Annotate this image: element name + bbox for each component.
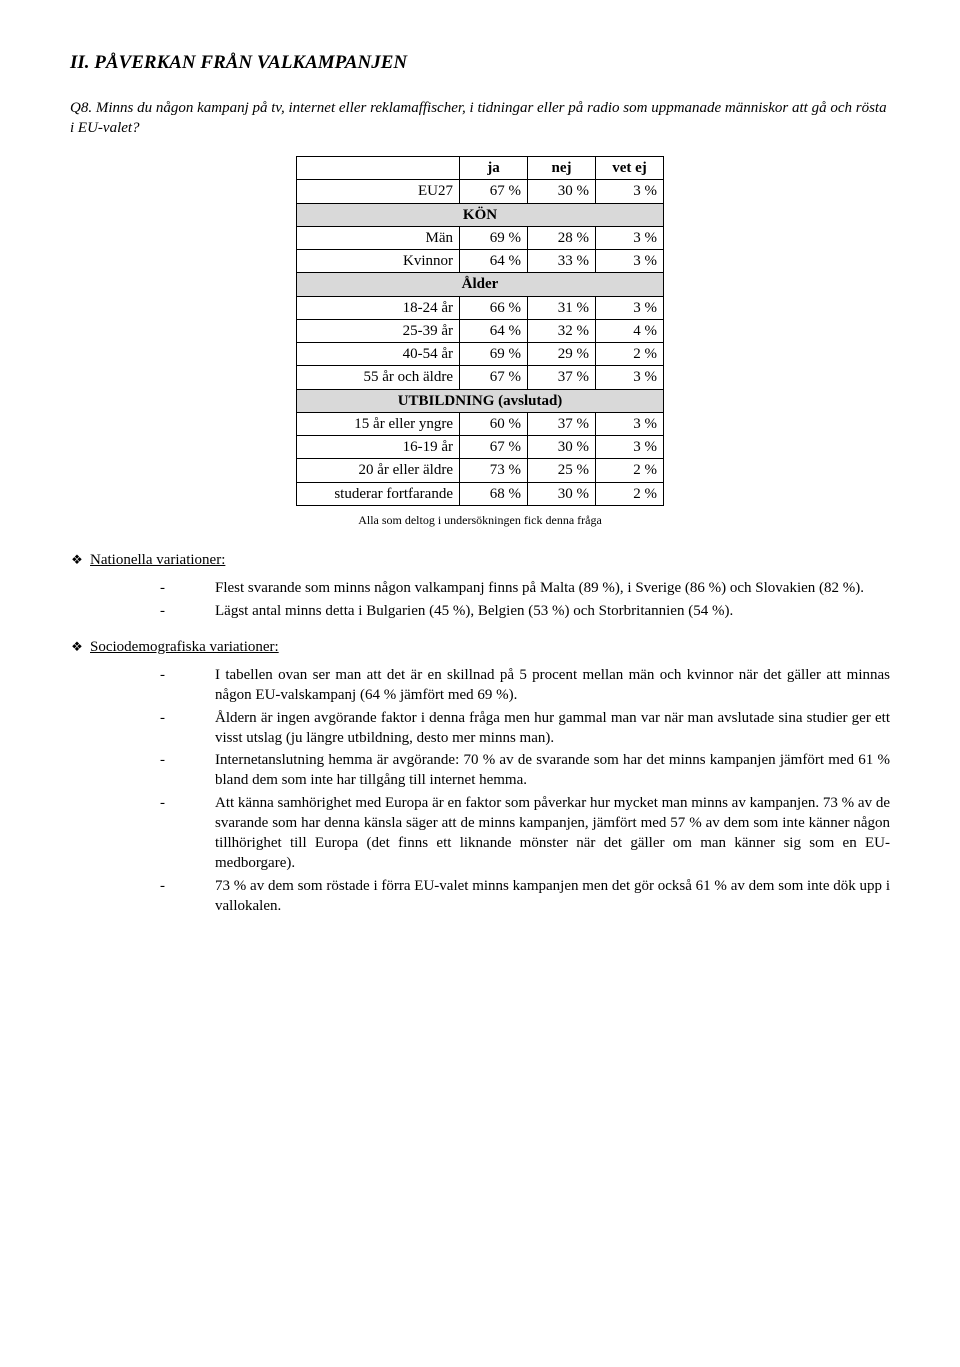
list-item: Lägst antal minns detta i Bulgarien (45 … <box>160 601 890 621</box>
national-variations-list: Flest svarande som minns någon valkampan… <box>160 578 890 621</box>
table-cell: 33 % <box>528 250 596 273</box>
national-variations-heading: ❖ Nationella variationer: <box>70 550 890 570</box>
table-row: 20 år eller äldre73 %25 %2 % <box>297 459 664 482</box>
table-cell: 68 % <box>460 482 528 505</box>
table-row: 40-54 år69 %29 %2 % <box>297 343 664 366</box>
table-row-label: EU27 <box>297 180 460 203</box>
table-cell: 73 % <box>460 459 528 482</box>
table-cell: 67 % <box>460 436 528 459</box>
table-cell: 3 % <box>596 226 664 249</box>
sociodemographic-variations-heading: ❖ Sociodemografiska variationer: <box>70 637 890 657</box>
table-note: Alla som deltog i undersökningen fick de… <box>70 512 890 528</box>
table-cell: 69 % <box>460 343 528 366</box>
table-cell: 2 % <box>596 459 664 482</box>
table-cell: 4 % <box>596 319 664 342</box>
table-row-label: 40-54 år <box>297 343 460 366</box>
table-cell: 3 % <box>596 412 664 435</box>
table-cell: 3 % <box>596 366 664 389</box>
table-cell: 30 % <box>528 436 596 459</box>
table-column-header: nej <box>528 157 596 180</box>
table-cell: 30 % <box>528 482 596 505</box>
table-cell: 37 % <box>528 366 596 389</box>
table-row: studerar fortfarande68 %30 %2 % <box>297 482 664 505</box>
table-cell: 69 % <box>460 226 528 249</box>
table-row: 16-19 år67 %30 %3 % <box>297 436 664 459</box>
table-row-label: 55 år och äldre <box>297 366 460 389</box>
table-row-label: 15 år eller yngre <box>297 412 460 435</box>
table-cell: 25 % <box>528 459 596 482</box>
table-cell: 3 % <box>596 296 664 319</box>
table-cell: 31 % <box>528 296 596 319</box>
table-cell: 37 % <box>528 412 596 435</box>
table-cell: 64 % <box>460 250 528 273</box>
table-row-label: 20 år eller äldre <box>297 459 460 482</box>
list-item: Internetanslutning hemma är avgörande: 7… <box>160 750 890 791</box>
table-row-label: 25-39 år <box>297 319 460 342</box>
sociodemographic-variations-label: Sociodemografiska variationer: <box>90 639 279 655</box>
section-title: II. PÅVERKAN FRÅN VALKAMPANJEN <box>70 50 890 76</box>
table-cell: 60 % <box>460 412 528 435</box>
table-cell: 2 % <box>596 482 664 505</box>
table-band: UTBILDNING (avslutad) <box>297 389 664 412</box>
table-row: 25-39 år64 %32 %4 % <box>297 319 664 342</box>
table-band: Ålder <box>297 273 664 296</box>
list-item: 73 % av dem som röstade i förra EU-valet… <box>160 876 890 917</box>
table-column-header: ja <box>460 157 528 180</box>
table-column-header: vet ej <box>596 157 664 180</box>
bullet-diamond-icon: ❖ <box>70 638 84 656</box>
table-row-label: Män <box>297 226 460 249</box>
list-item: I tabellen ovan ser man att det är en sk… <box>160 665 890 706</box>
table-band: KÖN <box>297 203 664 226</box>
table-row: 15 år eller yngre60 %37 %3 % <box>297 412 664 435</box>
table-row: Män69 %28 %3 % <box>297 226 664 249</box>
table-cell: 32 % <box>528 319 596 342</box>
sociodemographic-variations-list: I tabellen ovan ser man att det är en sk… <box>160 665 890 916</box>
table-row-label: Kvinnor <box>297 250 460 273</box>
bullet-diamond-icon: ❖ <box>70 551 84 569</box>
question-text: Q8. Minns du någon kampanj på tv, intern… <box>70 98 890 139</box>
list-item: Att känna samhörighet med Europa är en f… <box>160 793 890 874</box>
table-cell: 3 % <box>596 180 664 203</box>
list-item: Flest svarande som minns någon valkampan… <box>160 578 890 598</box>
table-row: 55 år och äldre67 %37 %3 % <box>297 366 664 389</box>
table-cell: 64 % <box>460 319 528 342</box>
results-table: janejvet ejEU2767 %30 %3 %KÖNMän69 %28 %… <box>296 156 664 506</box>
table-cell: 66 % <box>460 296 528 319</box>
table-cell: 67 % <box>460 180 528 203</box>
table-cell: 67 % <box>460 366 528 389</box>
table-row-label: 18-24 år <box>297 296 460 319</box>
table-row-label: 16-19 år <box>297 436 460 459</box>
table-row: EU2767 %30 %3 % <box>297 180 664 203</box>
national-variations-label: Nationella variationer: <box>90 552 225 568</box>
table-cell: 3 % <box>596 250 664 273</box>
table-cell: 2 % <box>596 343 664 366</box>
table-cell: 3 % <box>596 436 664 459</box>
table-row-label: studerar fortfarande <box>297 482 460 505</box>
table-row: 18-24 år66 %31 %3 % <box>297 296 664 319</box>
list-item: Åldern är ingen avgörande faktor i denna… <box>160 708 890 749</box>
table-cell: 29 % <box>528 343 596 366</box>
table-header-blank <box>297 157 460 180</box>
table-cell: 30 % <box>528 180 596 203</box>
table-cell: 28 % <box>528 226 596 249</box>
table-row: Kvinnor64 %33 %3 % <box>297 250 664 273</box>
